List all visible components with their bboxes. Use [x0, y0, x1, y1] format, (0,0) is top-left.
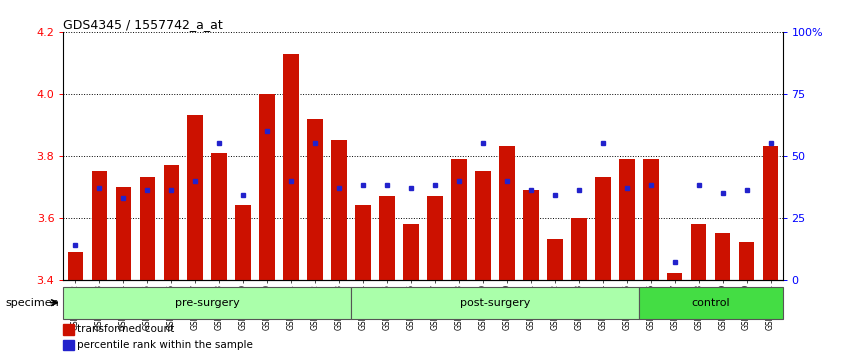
Bar: [307, 119, 323, 280]
Bar: [639, 287, 783, 319]
Bar: [499, 147, 514, 280]
Bar: [235, 205, 251, 280]
Bar: [63, 287, 351, 319]
Bar: [212, 153, 227, 280]
Bar: [140, 177, 155, 280]
Bar: [739, 242, 755, 280]
Bar: [63, 340, 74, 350]
Bar: [68, 252, 83, 280]
Bar: [63, 324, 74, 335]
Bar: [643, 159, 658, 280]
Bar: [379, 196, 395, 280]
Bar: [763, 147, 778, 280]
Bar: [451, 159, 467, 280]
Bar: [619, 159, 634, 280]
Bar: [283, 53, 299, 280]
Bar: [163, 165, 179, 280]
Bar: [188, 115, 203, 280]
Bar: [691, 224, 706, 280]
Text: GDS4345 / 1557742_a_at: GDS4345 / 1557742_a_at: [63, 18, 223, 31]
Bar: [571, 218, 586, 280]
Bar: [332, 140, 347, 280]
Bar: [355, 205, 371, 280]
Text: pre-surgery: pre-surgery: [175, 298, 239, 308]
Text: specimen: specimen: [5, 298, 59, 308]
Text: percentile rank within the sample: percentile rank within the sample: [77, 340, 253, 350]
Text: control: control: [691, 298, 730, 308]
Bar: [351, 287, 639, 319]
Bar: [404, 224, 419, 280]
Bar: [475, 171, 491, 280]
Text: post-surgery: post-surgery: [459, 298, 530, 308]
Bar: [523, 190, 539, 280]
Bar: [116, 187, 131, 280]
Bar: [260, 94, 275, 280]
Bar: [427, 196, 442, 280]
Bar: [667, 273, 683, 280]
Bar: [595, 177, 611, 280]
Bar: [715, 233, 730, 280]
Text: transformed count: transformed count: [77, 324, 174, 334]
Bar: [547, 239, 563, 280]
Bar: [91, 171, 107, 280]
